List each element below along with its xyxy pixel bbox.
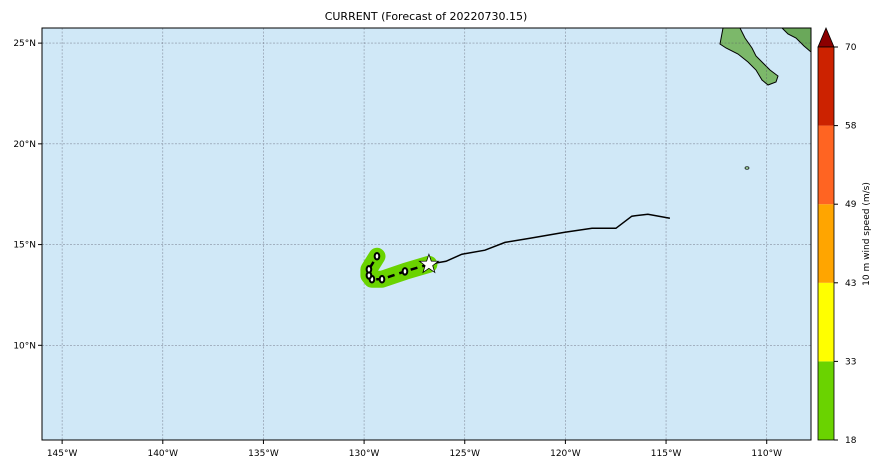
lon-tick-label: 115°W xyxy=(651,449,682,459)
lon-tick-label: 120°W xyxy=(550,449,581,459)
storm-tracks xyxy=(360,213,671,288)
forecast-point-marker xyxy=(373,251,381,261)
lon-tick-label: 145°W xyxy=(47,449,78,459)
colorbar-tick-label: 18 xyxy=(845,436,857,446)
colorbar-frame xyxy=(817,46,835,441)
past-track-line xyxy=(428,213,671,266)
colorbar-tick-label: 49 xyxy=(845,200,857,210)
colorbar-tick-label: 70 xyxy=(845,43,857,53)
socorro-island xyxy=(744,166,750,170)
mainland-mexico-land xyxy=(781,28,811,53)
baja-california-land xyxy=(719,28,779,86)
map-title: CURRENT (Forecast of 20220730.15) xyxy=(325,10,528,23)
colorbar-tick-label: 43 xyxy=(845,279,856,289)
colorbar-label: 10 m wind speed (m/s) xyxy=(862,182,872,286)
colorbar-segment xyxy=(818,47,834,126)
colorbar-segment xyxy=(818,125,834,205)
lon-tick-label: 140°W xyxy=(147,449,178,459)
colorbar-tick-label: 33 xyxy=(845,357,856,367)
colorbar: 18 33 43 49 58 70 xyxy=(817,26,857,446)
colorbar-extend-arrow xyxy=(817,26,835,48)
lon-tick-label: 110°W xyxy=(751,449,782,459)
lat-tick-label: 15°N xyxy=(13,241,36,251)
axis-ticks: 145°W 140°W 135°W 130°W 125°W 120°W 115°W 110°W… xyxy=(13,39,782,459)
gridlines xyxy=(42,28,811,440)
colorbar-segment xyxy=(818,361,834,440)
forecast-point-marker xyxy=(365,265,373,274)
current-position-star-icon xyxy=(418,253,440,274)
ocean xyxy=(42,28,811,440)
lon-tick-label: 130°W xyxy=(349,449,380,459)
lon-tick-label: 135°W xyxy=(248,449,279,459)
lat-tick-label: 20°N xyxy=(13,140,36,150)
lat-tick-label: 10°N xyxy=(13,341,36,351)
colorbar-tick-label: 58 xyxy=(845,122,857,132)
forecast-point-marker xyxy=(378,274,386,284)
forecast-point-marker xyxy=(401,267,409,276)
lat-tick-label: 25°N xyxy=(13,39,36,49)
colorbar-segment xyxy=(818,282,834,362)
lon-tick-label: 125°W xyxy=(449,449,480,459)
map-frame xyxy=(41,27,812,441)
colorbar-segment xyxy=(818,204,834,283)
land xyxy=(719,28,811,170)
